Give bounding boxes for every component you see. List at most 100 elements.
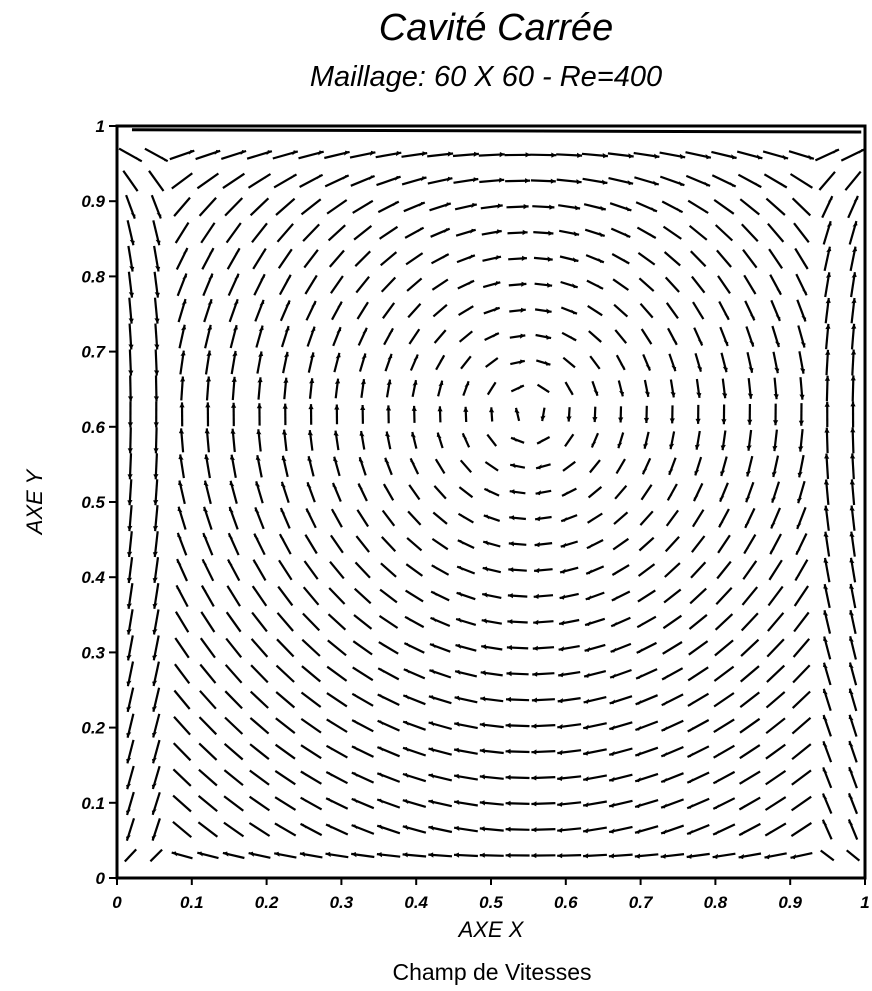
velocity-arrow [739,691,760,708]
arrow-head [443,254,449,259]
arrow-head [364,251,371,257]
velocity-arrow [791,197,812,217]
arrow-head [370,150,376,156]
x-tick-label: 1 [860,893,869,912]
velocity-arrow [558,204,581,211]
arrow-head [719,521,724,528]
velocity-arrow [222,851,245,860]
arrow-head [798,446,804,452]
arrow-head [712,853,718,859]
arrow-head [439,355,445,361]
velocity-arrow [664,536,680,553]
arrow-head [367,200,373,206]
arrow-head [494,281,501,287]
arrow-head [635,700,642,705]
arrow-head [666,520,672,526]
arrow-head [406,564,412,570]
arrow-head [583,802,589,808]
velocity-arrow [479,177,505,184]
arrow-head [303,587,309,593]
velocity-arrow [479,722,504,729]
arrow-head [829,171,835,178]
arrow-head [531,852,537,859]
velocity-arrow [687,745,710,758]
arrow-head [557,827,563,833]
velocity-arrow [401,151,428,158]
arrow-head [343,175,349,180]
arrow-head [823,557,829,564]
velocity-arrow [402,694,426,706]
arrow-head [487,434,493,441]
arrow-head [225,691,231,697]
x-tick-label: 0.8 [704,893,728,912]
arrow-head [351,852,357,858]
velocity-arrow [566,407,572,422]
velocity-arrow [613,303,629,318]
velocity-arrow [428,747,452,756]
velocity-arrow [770,507,782,529]
arrow-head [713,778,720,784]
arrow-head [664,597,670,603]
arrow-head [263,198,269,204]
velocity-arrow [693,327,704,346]
arrow-head [794,600,800,606]
velocity-arrow [358,353,367,372]
velocity-arrow [560,306,578,315]
velocity-arrow [771,325,780,348]
velocity-arrow [506,204,529,210]
velocity-arrow [614,329,628,344]
velocity-arrow [197,821,219,838]
arrow-head [403,668,410,674]
arrow-head [250,691,257,697]
arrow-head [536,464,542,470]
velocity-arrow [559,566,579,574]
velocity-arrow [427,151,454,158]
velocity-arrow [564,381,574,396]
arrow-head [377,798,383,804]
velocity-arrow [252,559,267,581]
velocity-arrow [592,406,598,423]
velocity-arrow [250,664,269,684]
arrow-head [534,567,540,573]
arrow-head [155,266,161,272]
arrow-head [207,299,213,305]
arrow-head [380,589,386,595]
arrow-head [691,572,697,578]
velocity-arrow [152,531,159,558]
arrow-head [740,702,746,708]
arrow-head [454,825,460,831]
arrow-head [747,419,753,425]
velocity-arrow [506,645,529,651]
velocity-arrow [127,479,133,506]
arrow-head [337,301,342,308]
velocity-arrow [847,792,859,815]
velocity-arrow [661,667,684,681]
velocity-arrow [850,453,856,480]
arrow-head [558,672,564,678]
velocity-arrow [275,691,296,709]
velocity-arrow [227,532,240,556]
arrow-head [214,149,221,155]
velocity-arrow [428,852,453,858]
arrow-head [701,234,707,240]
arrow-head [499,152,505,158]
velocity-arrow [152,635,160,661]
arrow-head [471,202,477,208]
arrow-head [713,804,719,809]
arrow-head [610,673,616,679]
arrow-head [259,299,265,306]
velocity-arrow [276,223,294,243]
arrow-head [585,621,591,626]
velocity-arrow [174,637,190,659]
arrow-head [592,417,598,423]
velocity-arrow [583,696,607,704]
arrow-head [557,749,563,756]
arrow-head [823,531,829,538]
velocity-arrow [531,801,556,807]
velocity-arrow [253,273,266,296]
velocity-arrow [353,587,372,605]
arrow-head [614,518,620,525]
velocity-arrow [249,197,270,217]
arrow-head [746,471,751,477]
arrow-head [282,403,288,409]
